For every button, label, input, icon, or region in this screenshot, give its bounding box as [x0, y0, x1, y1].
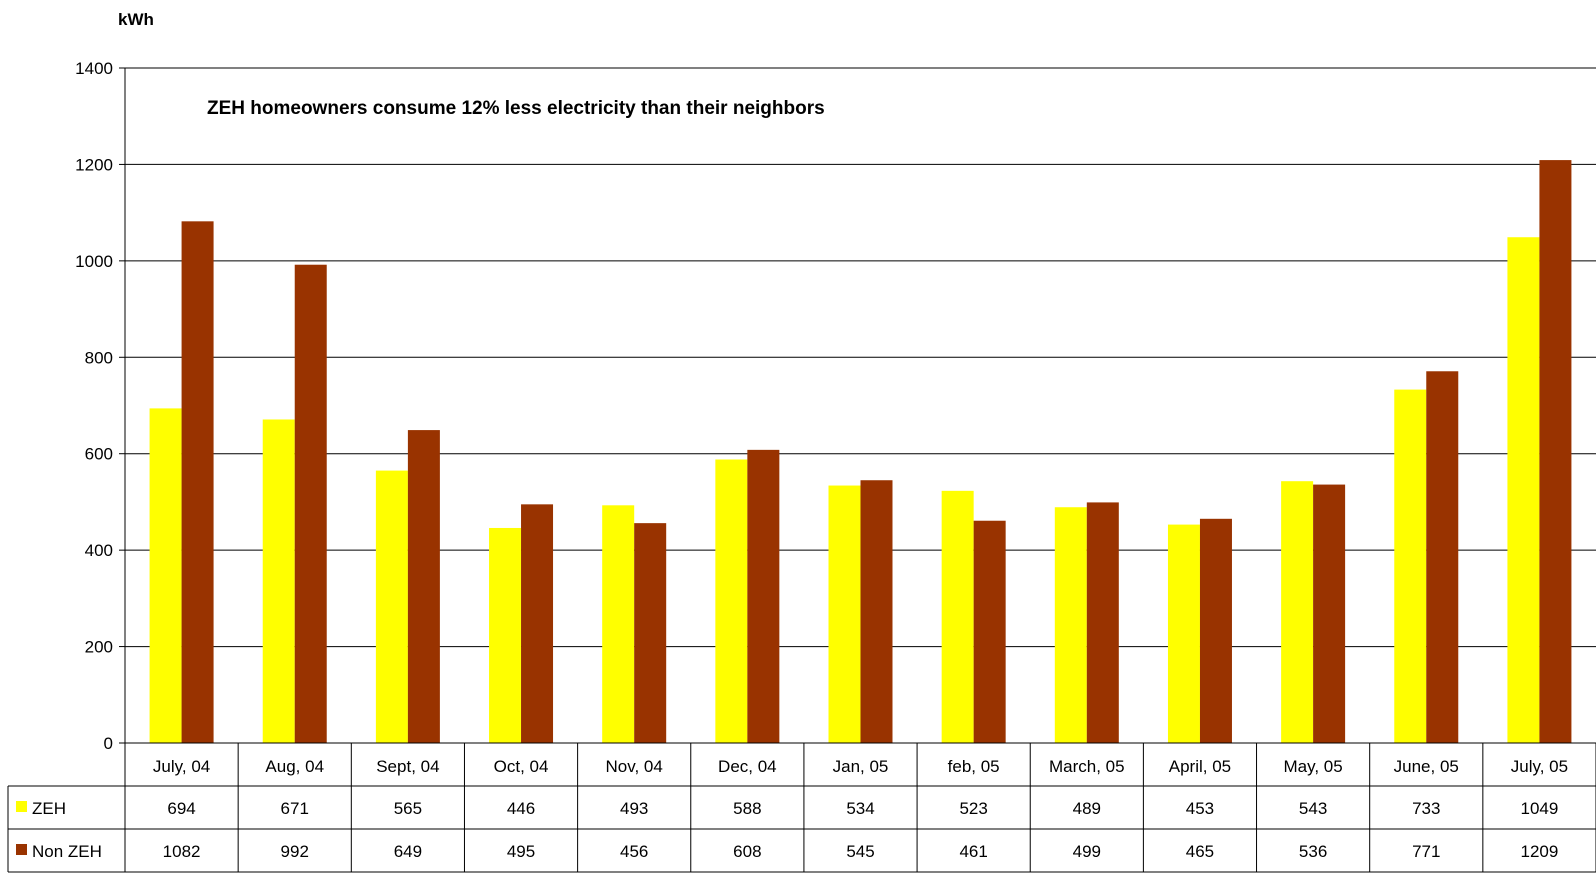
- y-ticks: 0 200 400 600 800 1000 1200 1400: [75, 59, 125, 753]
- bar-zeh-12: [1394, 389, 1427, 743]
- data-table-cell: 523: [959, 799, 987, 818]
- bar-zeh-5: [602, 505, 635, 743]
- x-tick-label: Sept, 04: [376, 757, 439, 776]
- bar-zeh-11: [1281, 481, 1314, 743]
- bar-non-zeh-12: [1426, 371, 1459, 743]
- data-table-cell: 456: [620, 842, 648, 861]
- bar-non-zeh-13: [1539, 160, 1572, 743]
- x-tick-label: Nov, 04: [606, 757, 663, 776]
- data-table-cell: 608: [733, 842, 761, 861]
- data-table-cell: 493: [620, 799, 648, 818]
- x-tick-label: April, 05: [1169, 757, 1231, 776]
- y-axis-label: kWh: [118, 10, 154, 29]
- bar-non-zeh-1: [181, 221, 214, 744]
- bar-non-zeh-9: [1086, 502, 1119, 743]
- data-table-cell: 1082: [163, 842, 201, 861]
- data-table-cell: 545: [846, 842, 874, 861]
- y-tick-label: 1200: [75, 155, 113, 174]
- y-tick-label: 1400: [75, 59, 113, 78]
- bar-non-zeh-2: [294, 264, 327, 743]
- legend-swatch: [16, 801, 27, 812]
- legend-label: ZEH: [32, 799, 66, 818]
- bar-zeh-13: [1507, 237, 1540, 743]
- data-table-cell: 992: [281, 842, 309, 861]
- data-table-cell: 465: [1186, 842, 1214, 861]
- bar-non-zeh-10: [1199, 518, 1232, 743]
- data-table-cell: 588: [733, 799, 761, 818]
- data-table-cell: 446: [507, 799, 535, 818]
- x-tick-label: July, 04: [153, 757, 210, 776]
- data-table-cell: 461: [959, 842, 987, 861]
- data-table-cell: 649: [394, 842, 422, 861]
- chart-annotation: ZEH homeowners consume 12% less electric…: [207, 98, 825, 119]
- bar-zeh-3: [375, 470, 408, 743]
- data-table-cell: 771: [1412, 842, 1440, 861]
- bar-non-zeh-6: [747, 449, 780, 743]
- data-table-cell: 1049: [1521, 799, 1559, 818]
- x-tick-label: Dec, 04: [718, 757, 777, 776]
- legend-label: Non ZEH: [32, 842, 102, 861]
- y-tick-label: 800: [85, 348, 113, 367]
- bar-non-zeh-4: [521, 504, 554, 743]
- y-tick-label: 400: [85, 541, 113, 560]
- data-table-cell: 1209: [1521, 842, 1559, 861]
- bar-zeh-10: [1167, 524, 1200, 743]
- data-table-cell: 536: [1299, 842, 1327, 861]
- x-tick-label: Jan, 05: [833, 757, 889, 776]
- bar-zeh-6: [715, 459, 748, 743]
- y-tick-label: 200: [85, 638, 113, 657]
- data-table-cell: 489: [1073, 799, 1101, 818]
- data-table-cell: 671: [281, 799, 309, 818]
- legend-swatch: [16, 844, 27, 855]
- bars: [149, 160, 1572, 744]
- x-tick-label: feb, 05: [948, 757, 1000, 776]
- bar-zeh-7: [828, 485, 861, 743]
- bar-non-zeh-11: [1313, 484, 1346, 743]
- data-table: July, 04 Aug, 04 Sept, 04 Oct, 04 Nov, 04 Dec…: [7, 742, 1596, 873]
- data-table-cell: 495: [507, 842, 535, 861]
- bar-non-zeh-3: [407, 430, 440, 743]
- gridlines: [125, 67, 1596, 648]
- bar-zeh-9: [1054, 507, 1087, 743]
- x-tick-label: June, 05: [1394, 757, 1459, 776]
- y-tick-label: 0: [104, 734, 113, 753]
- data-table-cell: 534: [846, 799, 874, 818]
- x-tick-label: Aug, 04: [265, 757, 324, 776]
- x-tick-label: Oct, 04: [494, 757, 549, 776]
- data-table-cell: 543: [1299, 799, 1327, 818]
- bar-zeh-4: [489, 527, 522, 743]
- data-table-cell: 694: [167, 799, 195, 818]
- bar-non-zeh-8: [973, 520, 1006, 743]
- x-tick-label: July, 05: [1511, 757, 1568, 776]
- bar-zeh-8: [941, 490, 974, 743]
- bar-zeh-2: [262, 419, 295, 743]
- x-tick-label: March, 05: [1049, 757, 1125, 776]
- x-tick-label: May, 05: [1284, 757, 1343, 776]
- bar-non-zeh-7: [860, 480, 893, 743]
- data-table-cell: 565: [394, 799, 422, 818]
- data-table-cell: 453: [1186, 799, 1214, 818]
- bar-zeh-1: [149, 408, 182, 743]
- bar-non-zeh-5: [634, 523, 667, 743]
- y-tick-label: 600: [85, 445, 113, 464]
- y-tick-label: 1000: [75, 252, 113, 271]
- data-table-cell: 733: [1412, 799, 1440, 818]
- data-table-cell: 499: [1073, 842, 1101, 861]
